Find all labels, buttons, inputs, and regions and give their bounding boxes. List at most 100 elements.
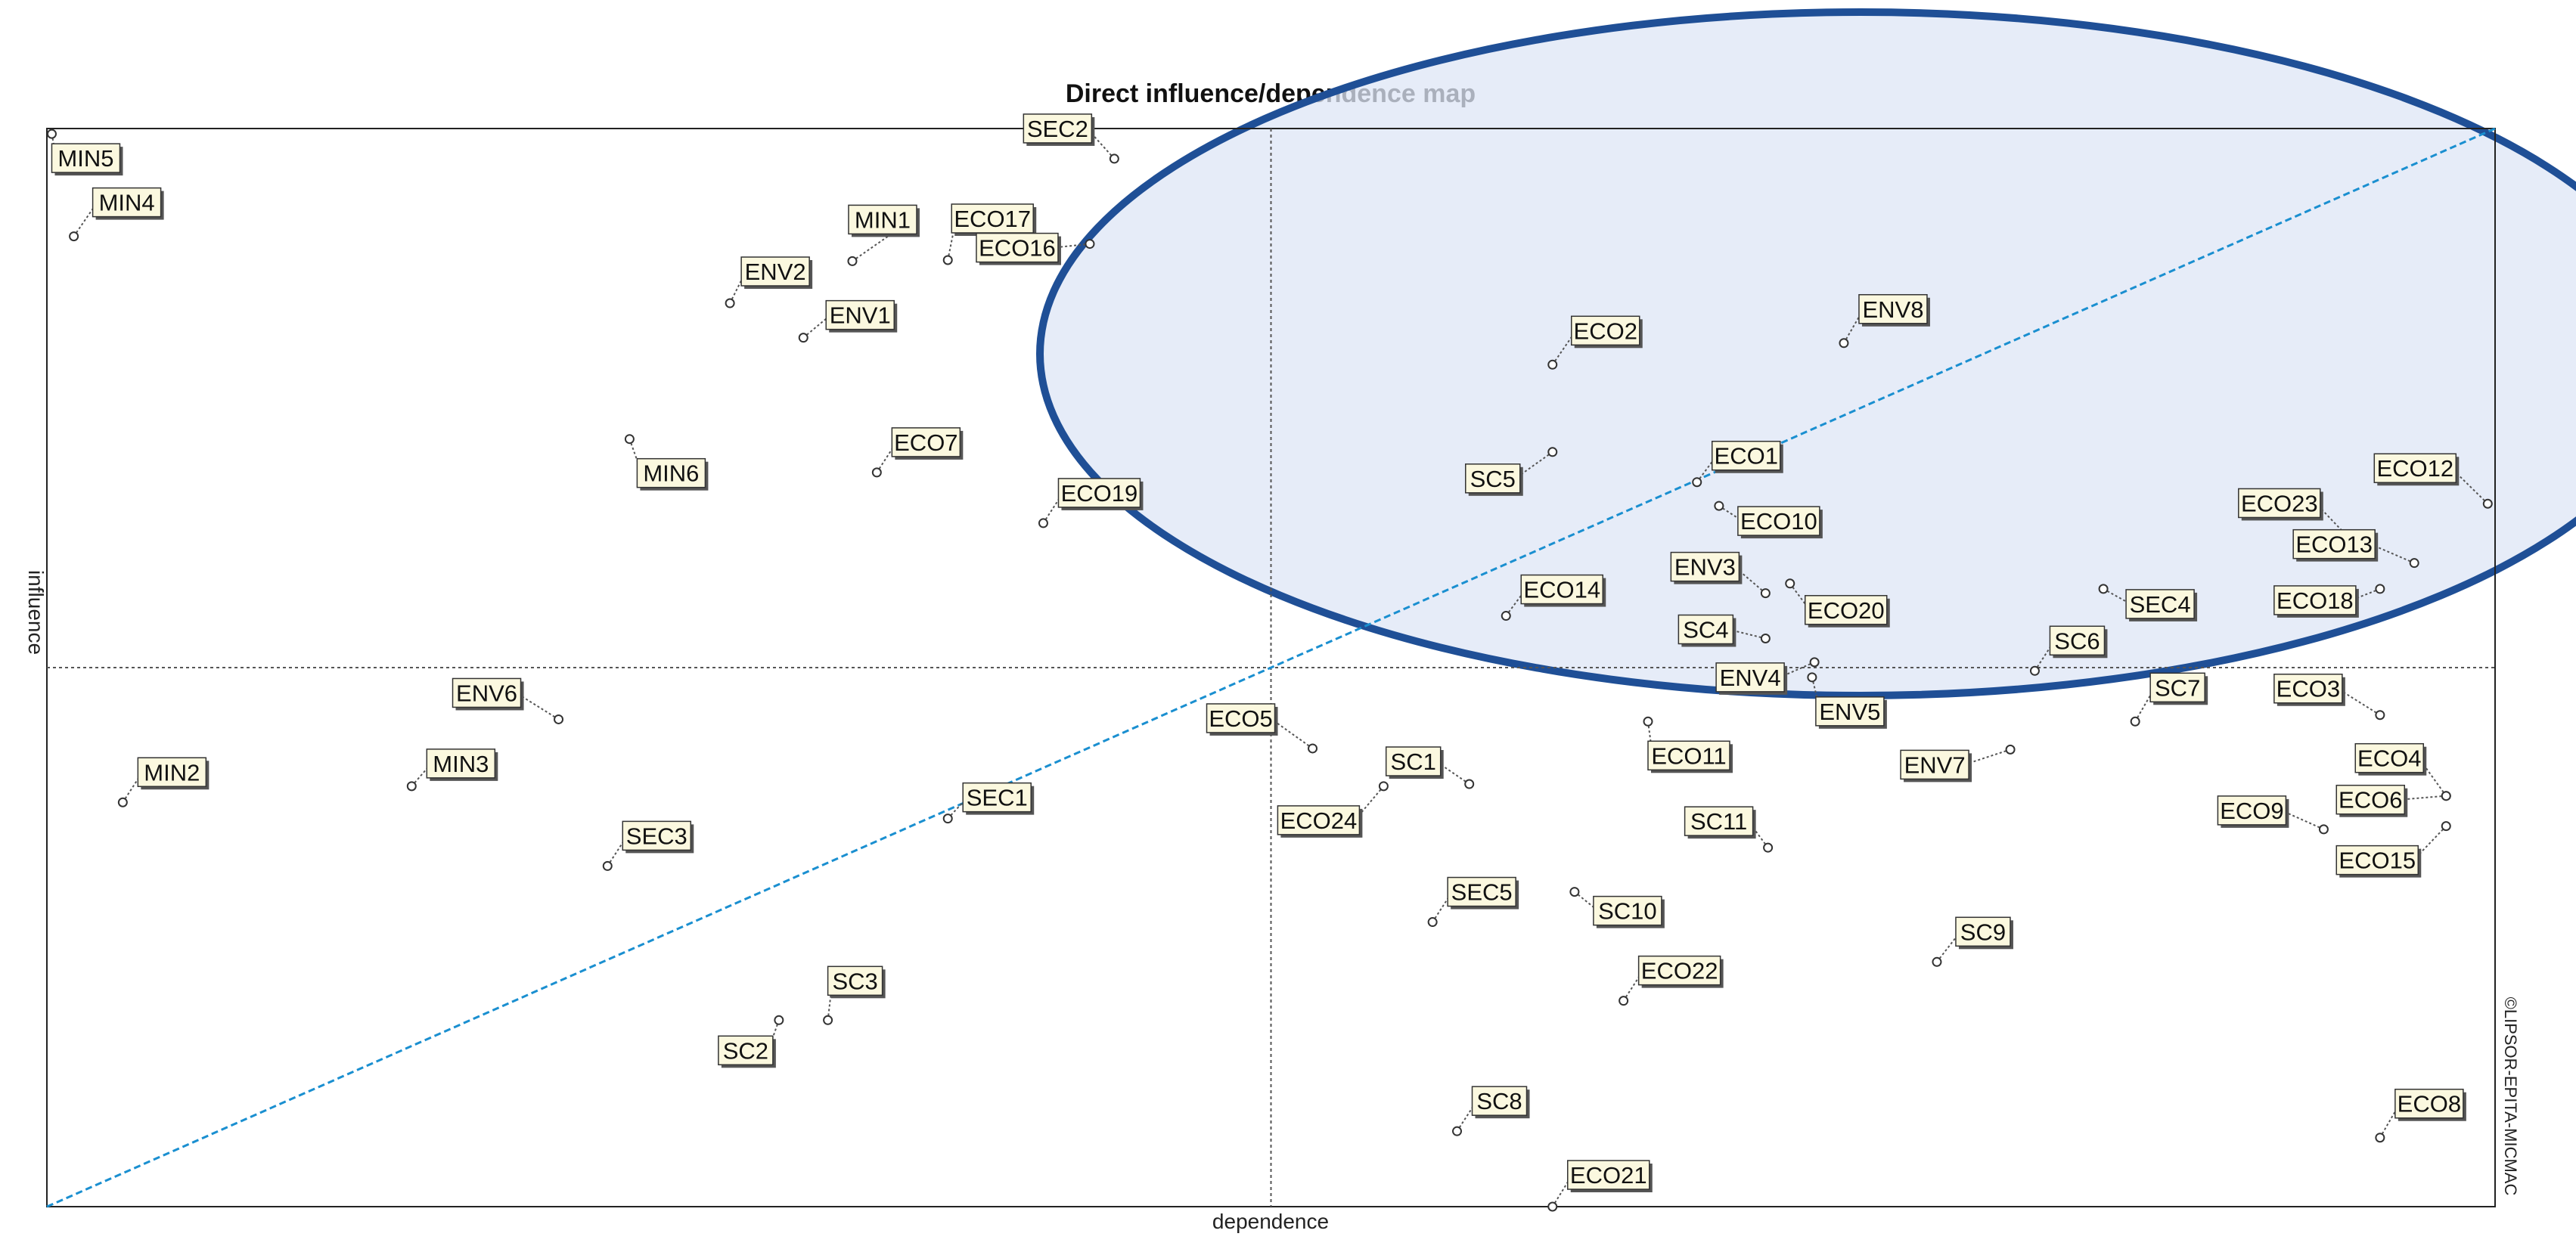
point-marker — [117, 797, 128, 807]
point-marker — [1464, 779, 1475, 789]
point-marker — [1109, 153, 1119, 164]
point-label: ECO17 — [954, 206, 1031, 232]
point-eco1: ECO1 — [1692, 440, 1783, 488]
highlight-ellipse-shape — [1036, 8, 2576, 699]
point-label: ECO2 — [1574, 318, 1637, 344]
point-marker — [1308, 743, 1318, 754]
point-label: SC8 — [1476, 1088, 1522, 1114]
point-label: SEC4 — [2130, 591, 2191, 618]
y-axis-label: influence — [24, 570, 48, 655]
point-marker — [2098, 584, 2109, 594]
point-label-box — [718, 1035, 774, 1066]
point-label-box — [622, 820, 692, 851]
point-label: ECO12 — [2376, 455, 2453, 482]
point-marker — [1807, 672, 1817, 683]
point-label: ECO8 — [2398, 1091, 2461, 1117]
point-env1: ENV1 — [798, 299, 898, 343]
point-label-box — [2273, 585, 2357, 615]
point-leader-line — [411, 763, 433, 787]
point-env4: ENV4 — [1715, 657, 1820, 695]
point-marker — [1763, 842, 1774, 853]
point-env7: ENV7 — [1900, 744, 2016, 783]
point-marker — [1809, 657, 1820, 668]
point-marker — [2441, 791, 2451, 801]
point-label: SC2 — [723, 1037, 768, 1064]
point-leader-line — [729, 271, 747, 304]
point-label: SC5 — [1470, 466, 1516, 492]
point-marker — [1692, 477, 1702, 488]
point-eco9: ECO9 — [2217, 795, 2329, 835]
point-sc10: SC10 — [1569, 887, 1665, 928]
point-label-box — [2373, 453, 2457, 483]
point-leader-line — [1456, 1100, 1478, 1132]
point-label: SEC3 — [626, 823, 687, 849]
point-leader-line — [1963, 748, 2011, 766]
point-marker — [725, 298, 735, 308]
point-label: ECO10 — [1740, 508, 1817, 535]
point-marker — [1427, 917, 1438, 928]
point-marker — [1760, 633, 1771, 643]
point-leader-line — [876, 442, 898, 473]
point-marker — [871, 467, 882, 478]
point-marker — [406, 781, 417, 792]
point-marker — [554, 714, 564, 724]
point-marker — [1839, 338, 1849, 349]
point-label-box — [740, 256, 810, 287]
point-label-box — [962, 782, 1032, 813]
point-eco7: ECO7 — [871, 427, 964, 478]
point-sec5: SEC5 — [1427, 876, 1519, 928]
point-sc7: SC7 — [2130, 672, 2208, 727]
point-leader-line — [1622, 970, 1644, 1002]
point-marker — [624, 434, 635, 445]
point-label: SC1 — [1391, 748, 1436, 775]
point-marker — [602, 860, 613, 871]
point-sc8: SC8 — [1452, 1086, 1530, 1136]
point-label-box — [1206, 703, 1276, 733]
point-label: ECO21 — [1570, 1162, 1647, 1189]
point-marker — [847, 256, 858, 266]
points: MIN5 MIN4 SEC2 MIN1 ECO17 ECO16 ENV2 ENV1 MIN6 EC… — [46, 113, 2493, 1212]
point-marker — [2029, 665, 2040, 676]
point-leader-line — [1574, 891, 1599, 912]
point-label-box — [1711, 440, 1781, 471]
point-sc5: SC5 — [1465, 447, 1558, 496]
point-marker — [2409, 558, 2419, 569]
point-label: ECO22 — [1641, 958, 1718, 984]
point-env3: ENV3 — [1670, 551, 1771, 599]
point-label: ECO1 — [1715, 443, 1778, 470]
point-label: ECO20 — [1808, 597, 1885, 624]
point-eco6: ECO6 — [2335, 784, 2451, 817]
point-label: ECO11 — [1651, 742, 1726, 769]
point-label: SC7 — [2155, 674, 2200, 701]
diagonal-line — [46, 127, 2496, 1208]
point-eco2: ECO2 — [1547, 315, 1643, 370]
point-label-box — [452, 677, 522, 708]
point-leader-line — [1432, 891, 1453, 923]
point-env5: ENV5 — [1807, 672, 1887, 729]
point-label-box — [2354, 742, 2425, 773]
point-marker — [1569, 887, 1580, 897]
point-label: ECO3 — [2277, 676, 2340, 702]
point-marker — [1619, 996, 1629, 1006]
point-marker — [2375, 710, 2385, 721]
point-label: SC3 — [832, 968, 877, 994]
point-label: ENV2 — [745, 259, 806, 285]
point-label: MIN6 — [643, 460, 699, 487]
point-label-box — [1385, 746, 1442, 776]
point-eco21: ECO21 — [1547, 1160, 1653, 1212]
point-leader-line — [2413, 825, 2447, 861]
point-min4: MIN4 — [69, 187, 164, 242]
diagonal-dashed-line — [46, 127, 2496, 1208]
credit-text: ©LIPSOR-EPITA-MICMAC — [2501, 997, 2520, 1196]
point-label-box — [2335, 845, 2419, 876]
point-leader-line — [2281, 809, 2324, 830]
point-eco4: ECO4 — [2354, 742, 2451, 801]
point-label: ECO5 — [1209, 705, 1272, 732]
point-marker — [69, 231, 79, 242]
point-eco18: ECO18 — [2273, 584, 2385, 618]
point-min6: MIN6 — [624, 434, 709, 491]
point-leader-line — [122, 771, 144, 803]
point-sc2: SC2 — [718, 1015, 784, 1068]
point-label: ECO18 — [2277, 587, 2354, 614]
point-label-box — [1647, 740, 1730, 771]
